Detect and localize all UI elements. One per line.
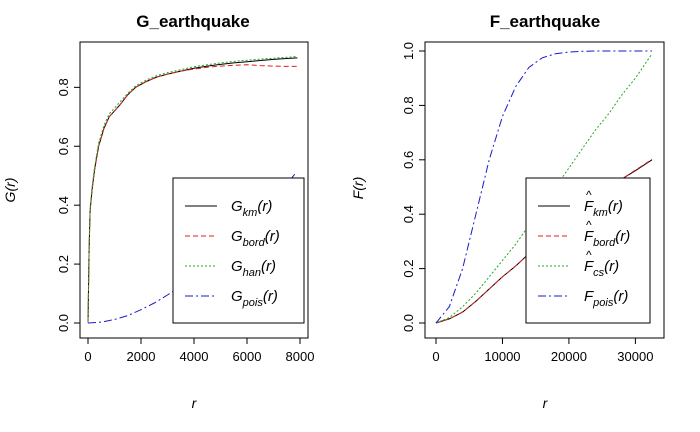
- y-axis-label: G(r): [2, 178, 18, 203]
- y-tick-label: 0.0: [401, 314, 416, 332]
- x-tick-label: 20000: [551, 349, 587, 364]
- x-tick-label: 2000: [127, 349, 156, 364]
- legend: Gkm(r) Gbord(r) Ghan(r) Gpois(r): [172, 177, 305, 324]
- legend-label: Fcs(r): [584, 258, 619, 279]
- legend-label: Gpois(r): [231, 288, 278, 309]
- g-earthquake-panel: G_earthquake r G(r) 0 2000 4000 6000 8000 0.…: [2, 12, 314, 411]
- y-axis-label: F(r): [350, 177, 366, 200]
- y-ticks: 0.0 0.2 0.4 0.6 0.8: [56, 78, 81, 332]
- legend-label: Fbord(r): [584, 228, 630, 249]
- x-axis-label: r: [543, 395, 549, 411]
- legend: Fkm(r)^Fbord(r)^Fcs(r)^Fpois(r): [525, 177, 651, 324]
- chart-title: G_earthquake: [136, 12, 249, 31]
- y-tick-label: 0.0: [56, 314, 71, 332]
- y-tick-label: 1.0: [401, 42, 416, 60]
- x-tick-label: 0: [432, 349, 439, 364]
- legend-label: Gkm(r): [231, 198, 272, 219]
- y-tick-label: 0.2: [56, 255, 71, 273]
- x-tick-label: 6000: [233, 349, 262, 364]
- y-tick-label: 0.6: [56, 137, 71, 155]
- legend-hat-mark: ^: [586, 188, 592, 202]
- x-axis-label: r: [192, 395, 198, 411]
- legend-label: Ghan(r): [231, 258, 276, 279]
- legend-label: Gbord(r): [231, 228, 280, 249]
- y-tick-label: 0.6: [401, 151, 416, 169]
- series-line-g-han: [87, 55, 298, 324]
- x-tick-label: 10000: [484, 349, 520, 364]
- legend-hat-mark: ^: [586, 248, 592, 262]
- series-line-f-pois: [435, 50, 652, 324]
- legend-box: [172, 177, 305, 324]
- y-ticks: 0.0 0.2 0.4 0.6 0.8 1.0: [401, 42, 426, 332]
- legend-hat-mark: ^: [586, 218, 592, 232]
- x-ticks: 0 10000 20000 30000: [432, 337, 653, 364]
- y-tick-label: 0.8: [56, 78, 71, 96]
- x-tick-label: 4000: [180, 349, 209, 364]
- y-tick-label: 0.4: [56, 196, 71, 214]
- legend-label: Fpois(r): [584, 288, 628, 309]
- y-tick-label: 0.8: [401, 96, 416, 114]
- x-tick-label: 8000: [286, 349, 315, 364]
- f-earthquake-panel: F_earthquake r F(r) 0 10000 20000 30000 0.0…: [350, 12, 665, 411]
- x-tick-label: 0: [84, 349, 91, 364]
- chart-title: F_earthquake: [490, 12, 601, 31]
- x-tick-label: 30000: [617, 349, 653, 364]
- y-tick-label: 0.2: [401, 260, 416, 278]
- x-ticks: 0 2000 4000 6000 8000: [84, 337, 315, 364]
- y-tick-label: 0.4: [401, 205, 416, 223]
- legend-box: [525, 177, 651, 324]
- legend-label: Fkm(r): [584, 198, 623, 219]
